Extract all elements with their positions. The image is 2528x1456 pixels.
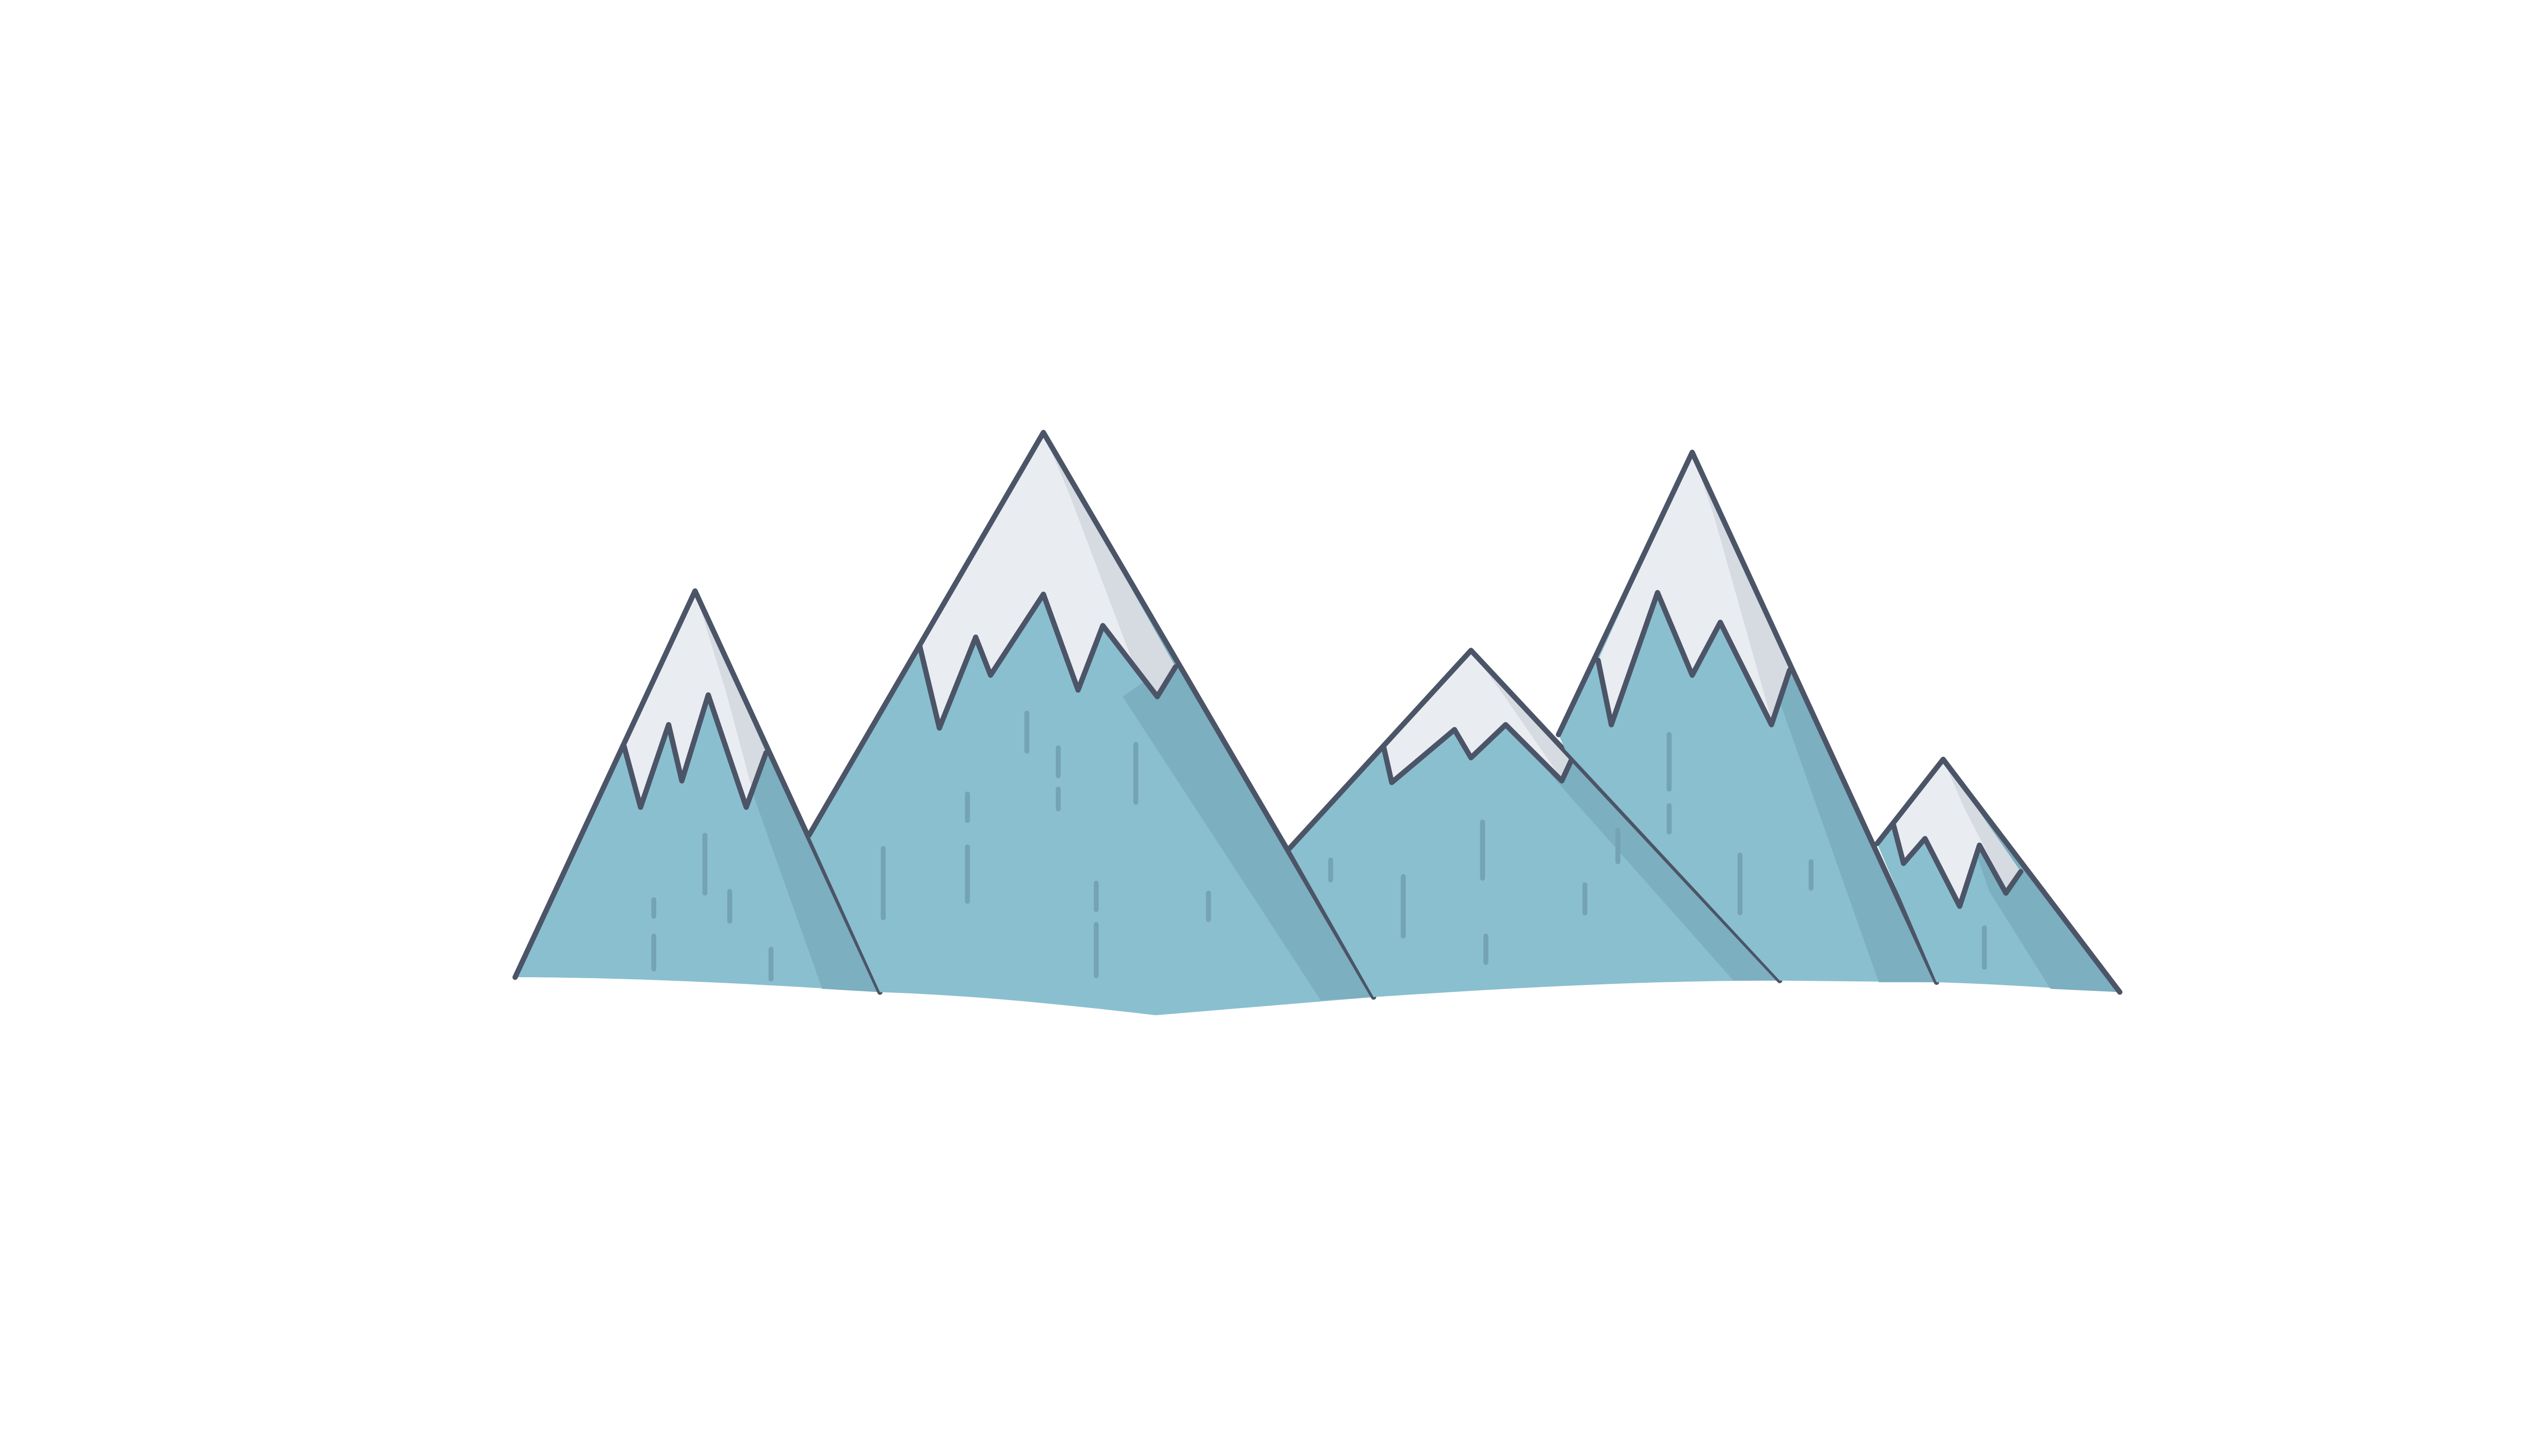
mountain-1-outline	[512, 588, 883, 995]
mountain-3-snow-shadow	[1471, 650, 1572, 780]
mountain-2-snow-shadow	[1043, 432, 1176, 697]
mountain-1-snowline	[621, 692, 769, 810]
mountain-4-snowline	[1595, 590, 1792, 727]
mountain-4-snow-shadow	[1692, 452, 1790, 720]
mountain-2	[806, 430, 1376, 1016]
mountain-3	[1286, 648, 1783, 997]
mountain-5	[1874, 756, 2123, 995]
mountain-3-snowline	[1381, 722, 1574, 785]
mountain-5-snow-shadow	[1943, 759, 2021, 892]
mountain-2-outline	[806, 430, 1376, 1000]
mountain-5-snow	[1893, 759, 2021, 906]
mountain-4	[1556, 449, 1939, 985]
mountain-2-rock	[809, 432, 1374, 1016]
mountain-4-snow	[1598, 452, 1790, 725]
mountain-1-snow-shadow	[695, 590, 766, 786]
mountain-3-outline	[1286, 648, 1783, 983]
mountain-5-outline	[1874, 756, 2123, 995]
mountain-4-outline	[1556, 449, 1939, 985]
mountain-1	[512, 588, 883, 995]
rock-texture	[651, 710, 1987, 982]
mountain-2-snowline	[917, 592, 1179, 731]
mountain-5-snowline	[1891, 823, 2023, 909]
